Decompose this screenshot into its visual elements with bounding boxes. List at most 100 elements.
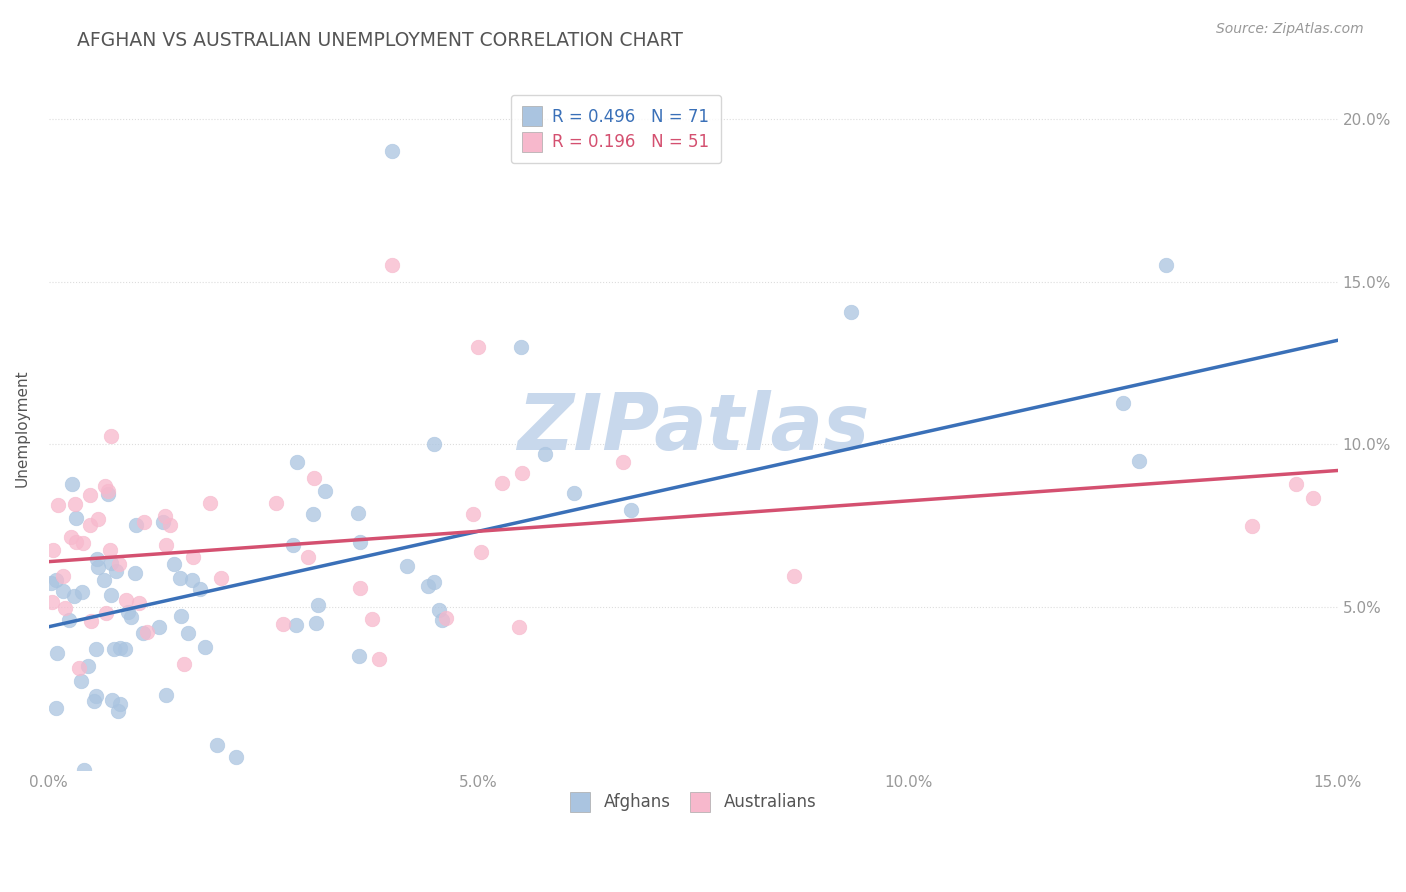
- Point: [152, 515, 174, 529]
- Point: [347, 506, 370, 520]
- Point: [285, 455, 308, 469]
- Point: [110, 697, 132, 711]
- Point: [432, 613, 454, 627]
- Point: [45, 574, 67, 588]
- Point: [467, 340, 489, 354]
- Point: [1112, 396, 1135, 410]
- Point: [314, 483, 336, 498]
- Point: [52, 583, 75, 598]
- Y-axis label: Unemployment: Unemployment: [15, 369, 30, 487]
- Point: [79, 488, 101, 502]
- Point: [180, 574, 202, 588]
- Point: [512, 466, 534, 480]
- Point: [42, 543, 65, 558]
- Point: [209, 570, 232, 584]
- Point: [416, 579, 439, 593]
- Text: AFGHAN VS AUSTRALIAN UNEMPLOYMENT CORRELATION CHART: AFGHAN VS AUSTRALIAN UNEMPLOYMENT CORREL…: [77, 31, 683, 50]
- Point: [60, 477, 83, 491]
- Point: [101, 693, 124, 707]
- Point: [65, 535, 87, 549]
- Point: [148, 620, 170, 634]
- Point: [562, 485, 585, 500]
- Point: [463, 507, 485, 521]
- Point: [1302, 491, 1324, 506]
- Point: [93, 573, 115, 587]
- Point: [98, 543, 121, 558]
- Point: [1240, 519, 1263, 533]
- Point: [349, 535, 371, 549]
- Point: [194, 640, 217, 654]
- Point: [41, 595, 63, 609]
- Point: [181, 549, 204, 564]
- Point: [97, 487, 120, 501]
- Point: [79, 615, 101, 629]
- Point: [60, 531, 83, 545]
- Point: [163, 557, 186, 571]
- Point: [612, 454, 634, 468]
- Point: [429, 603, 451, 617]
- Point: [124, 566, 146, 581]
- Point: [62, 589, 84, 603]
- Point: [491, 476, 513, 491]
- Point: [45, 701, 67, 715]
- Point: [73, 763, 96, 777]
- Point: [1128, 453, 1150, 467]
- Point: [125, 517, 148, 532]
- Point: [159, 518, 181, 533]
- Text: Source: ZipAtlas.com: Source: ZipAtlas.com: [1216, 22, 1364, 37]
- Point: [100, 588, 122, 602]
- Point: [188, 582, 211, 596]
- Point: [169, 571, 191, 585]
- Point: [87, 560, 110, 574]
- Point: [107, 704, 129, 718]
- Point: [305, 615, 328, 630]
- Point: [307, 598, 329, 612]
- Point: [65, 511, 87, 525]
- Point: [304, 471, 326, 485]
- Point: [107, 558, 129, 572]
- Point: [285, 617, 308, 632]
- Point: [434, 611, 457, 625]
- Point: [422, 574, 444, 589]
- Point: [96, 606, 118, 620]
- Legend: Afghans, Australians: Afghans, Australians: [558, 780, 828, 823]
- Point: [381, 259, 404, 273]
- Point: [100, 556, 122, 570]
- Point: [46, 498, 69, 512]
- Point: [423, 437, 446, 451]
- Point: [132, 515, 155, 529]
- Point: [783, 568, 806, 582]
- Point: [120, 610, 142, 624]
- Point: [103, 641, 125, 656]
- Point: [58, 613, 80, 627]
- Point: [177, 625, 200, 640]
- Point: [155, 689, 177, 703]
- Point: [87, 512, 110, 526]
- Point: [83, 694, 105, 708]
- Point: [534, 448, 557, 462]
- Point: [155, 538, 177, 552]
- Point: [264, 496, 287, 510]
- Point: [381, 145, 404, 159]
- Point: [155, 509, 177, 524]
- Point: [104, 565, 127, 579]
- Point: [508, 620, 530, 634]
- Point: [86, 642, 108, 657]
- Point: [79, 517, 101, 532]
- Point: [63, 496, 86, 510]
- Point: [361, 612, 384, 626]
- Point: [45, 646, 67, 660]
- Point: [115, 593, 138, 607]
- Point: [41, 575, 63, 590]
- Point: [281, 538, 304, 552]
- Point: [271, 616, 294, 631]
- Point: [128, 596, 150, 610]
- Point: [52, 568, 75, 582]
- Point: [94, 479, 117, 493]
- Point: [76, 659, 98, 673]
- Point: [200, 496, 222, 510]
- Point: [170, 608, 193, 623]
- Point: [67, 661, 90, 675]
- Point: [114, 642, 136, 657]
- Point: [173, 657, 195, 671]
